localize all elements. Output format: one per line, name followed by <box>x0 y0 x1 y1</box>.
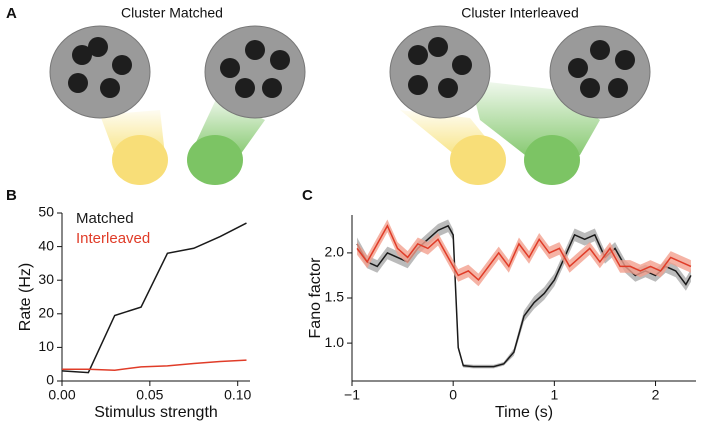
x-tick-label: −1 <box>344 387 360 403</box>
y-axis-label: Fano factor <box>307 257 324 339</box>
error-band <box>357 219 691 287</box>
error-band <box>357 219 691 369</box>
x-tick-label: 1 <box>550 387 558 403</box>
y-axis-label: Rate (Hz) <box>17 263 34 331</box>
y-tick-label: 0 <box>46 372 54 388</box>
target-yellow <box>450 135 506 185</box>
y-tick-label: 40 <box>38 237 54 253</box>
diagram-title: Cluster Matched <box>121 5 223 21</box>
legend-entry: Interleaved <box>76 230 150 247</box>
line <box>62 359 247 371</box>
x-tick-label: 2 <box>652 387 660 403</box>
panel-label: C <box>302 187 313 204</box>
neurons <box>68 37 635 98</box>
legend-entry: Matched <box>76 210 134 227</box>
panel-label: B <box>6 187 17 204</box>
y-tick-label: 1.0 <box>325 334 345 350</box>
y-tick-label: 30 <box>38 271 54 287</box>
y-tick-label: 50 <box>38 204 54 220</box>
target-green <box>187 135 243 185</box>
target-yellow <box>112 135 168 185</box>
x-tick-label: 0.10 <box>224 387 251 403</box>
x-tick-label: 0.00 <box>48 387 75 403</box>
cluster <box>549 25 651 119</box>
y-tick-label: 20 <box>38 305 54 321</box>
panel-a-diagram: A Cluster Matched Cluster Interleaved <box>6 5 651 185</box>
cluster <box>204 25 306 119</box>
x-axis-label: Stimulus strength <box>94 404 218 421</box>
diagram-title: Cluster Interleaved <box>461 5 579 21</box>
y-tick-label: 1.5 <box>325 289 345 305</box>
line <box>356 224 692 282</box>
x-tick-label: 0 <box>449 387 457 403</box>
panel-label: A <box>6 5 17 22</box>
y-tick-label: 10 <box>38 338 54 354</box>
x-axis-label: Time (s) <box>495 404 553 421</box>
target-green <box>524 135 580 185</box>
x-tick-label: 0.05 <box>136 387 163 403</box>
y-tick-label: 2.0 <box>325 244 345 260</box>
line <box>61 222 247 374</box>
